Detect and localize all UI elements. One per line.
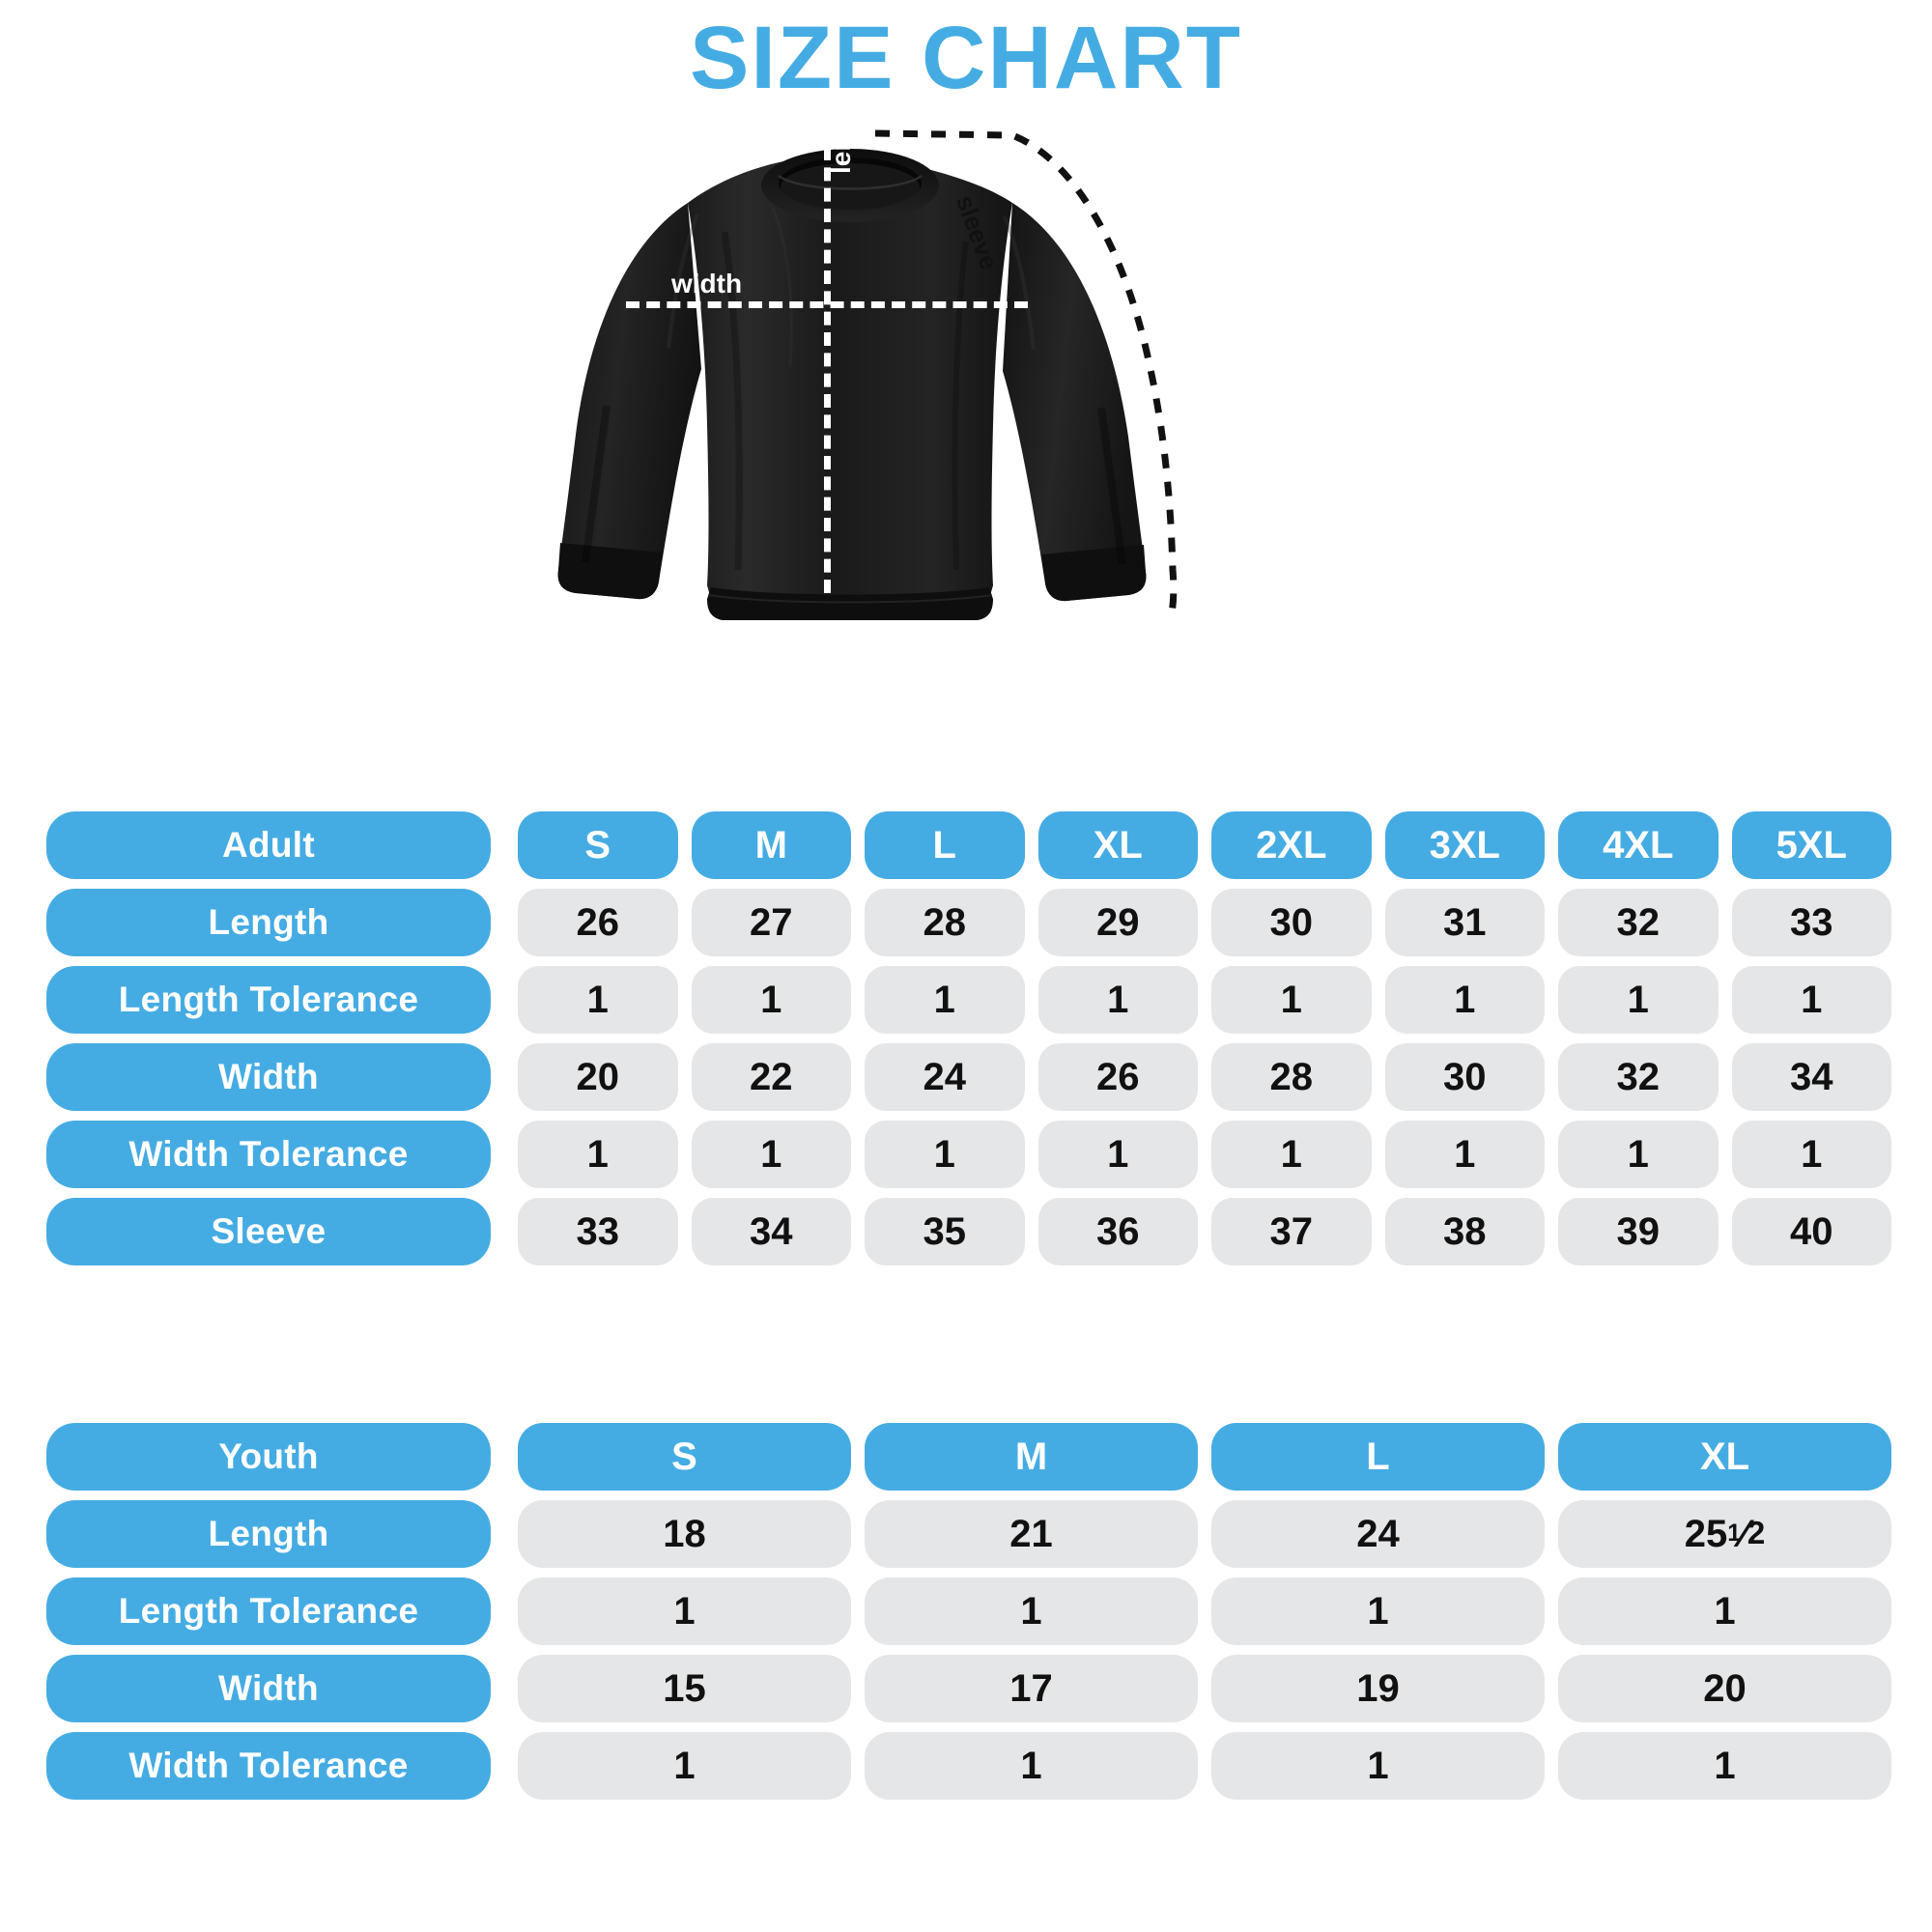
value-cell: 28 [865,889,1025,956]
length-measurement-label: length [826,93,856,174]
column-header-xl: XL [1037,811,1198,879]
value-cell: 24 [1211,1500,1545,1568]
sweatshirt-image [557,129,1178,620]
row-label-width-tolerance: Width Tolerance [46,1732,491,1800]
row-label-length: Length [46,889,491,956]
value-cell: 26 [518,889,678,956]
width-measurement-label: width [671,269,743,298]
value-cell: 32 [1558,889,1719,956]
table-row: Length Tolerance 1 1 1 1 [46,1577,1891,1645]
table-row: Width Tolerance 1 1 1 1 1 1 1 1 [46,1121,1891,1188]
column-header-5xl: 5XL [1731,811,1891,879]
value-cell: 1 [865,1732,1198,1800]
value-cell: 31 [1384,889,1545,956]
table-row: Width 15 17 19 20 [46,1655,1891,1722]
value-cell: 1 [1558,966,1719,1034]
adult-table-title: Adult [46,811,491,879]
column-header-3xl: 3XL [1384,811,1545,879]
value-cell: 30 [1384,1043,1545,1111]
table-row: Sleeve 33 34 35 36 37 38 39 40 [46,1198,1891,1265]
adult-size-table: Adult S M L XL 2XL 3XL 4XL 5XL Length 26 27 28 29 30 31… [46,811,1891,1275]
length-guide-line [824,147,831,593]
value-cell: 1 [1211,1732,1545,1800]
value-cell: 25 1 ⁄ 2 [1558,1500,1891,1568]
table-row: Length Tolerance 1 1 1 1 1 1 1 1 [46,966,1891,1034]
table-row: Width Tolerance 1 1 1 1 [46,1732,1891,1800]
value-cell: 35 [865,1198,1025,1265]
row-label-length-tolerance: Length Tolerance [46,966,491,1034]
table-row: Length 18 21 24 25 1 ⁄ 2 [46,1500,1891,1568]
value-cell: 1 [1211,1121,1372,1188]
value-cell: 26 [1037,1043,1198,1111]
table-row: Width 20 22 24 26 28 30 32 34 [46,1043,1891,1111]
value-cell: 1 [1211,1577,1545,1645]
column-header-xl: XL [1558,1423,1891,1491]
value-cell: 1 [1731,1121,1891,1188]
value-cell: 33 [518,1198,678,1265]
row-label-length: Length [46,1500,491,1568]
row-label-width: Width [46,1655,491,1722]
column-header-l: L [865,811,1025,879]
value-cell: 29 [1037,889,1198,956]
value-cell: 30 [1211,889,1372,956]
value-cell: 1 [691,966,851,1034]
value-cell: 1 [1558,1121,1719,1188]
value-cell: 1 [518,1732,851,1800]
value-cell: 37 [1211,1198,1372,1265]
value-cell: 1 [518,966,678,1034]
garment-illustration: width length sleeve [483,93,1449,792]
value-cell: 1 [518,1121,678,1188]
value-cell: 1 [865,966,1025,1034]
youth-table-title: Youth [46,1423,491,1491]
value-cell: 34 [1731,1043,1891,1111]
value-cell: 1 [1211,966,1372,1034]
value-cell: 40 [1731,1198,1891,1265]
column-header-m: M [865,1423,1198,1491]
column-header-2xl: 2XL [1211,811,1372,879]
value-cell: 17 [865,1655,1198,1722]
table-header-row: Youth S M L XL [46,1423,1891,1491]
value-cell: 39 [1558,1198,1719,1265]
value-cell: 36 [1037,1198,1198,1265]
value-cell: 15 [518,1655,851,1722]
value-cell: 1 [865,1121,1025,1188]
value-cell: 1 [1384,966,1545,1034]
column-header-4xl: 4XL [1558,811,1719,879]
row-label-width: Width [46,1043,491,1111]
page-title: SIZE CHART [690,9,1242,107]
table-row: Length 26 27 28 29 30 31 32 33 [46,889,1891,956]
value-cell: 1 [518,1577,851,1645]
value-cell: 1 [1558,1732,1891,1800]
value-cell: 38 [1384,1198,1545,1265]
value-cell: 19 [1211,1655,1545,1722]
value-cell: 1 [865,1577,1198,1645]
value-cell: 27 [691,889,851,956]
value-cell: 1 [1558,1577,1891,1645]
value-cell: 33 [1731,889,1891,956]
column-header-s: S [518,811,678,879]
value-cell: 24 [865,1043,1025,1111]
column-header-l: L [1211,1423,1545,1491]
row-label-length-tolerance: Length Tolerance [46,1577,491,1645]
value-cell: 1 [1037,1121,1198,1188]
value-cell: 18 [518,1500,851,1568]
value-cell: 1 [1037,966,1198,1034]
value-cell: 32 [1558,1043,1719,1111]
value-cell: 22 [691,1043,851,1111]
value-cell: 20 [1558,1655,1891,1722]
row-label-sleeve: Sleeve [46,1198,491,1265]
column-header-s: S [518,1423,851,1491]
value-cell: 1 [1384,1121,1545,1188]
column-header-m: M [691,811,851,879]
value-cell: 21 [865,1500,1198,1568]
value-cell: 20 [518,1043,678,1111]
value-cell: 34 [691,1198,851,1265]
value-cell: 1 [1731,966,1891,1034]
value-cell: 28 [1211,1043,1372,1111]
row-label-width-tolerance: Width Tolerance [46,1121,491,1188]
table-header-row: Adult S M L XL 2XL 3XL 4XL 5XL [46,811,1891,879]
youth-size-table: Youth S M L XL Length 18 21 24 25 1 ⁄ 2 Length Tolera… [46,1423,1891,1809]
value-cell: 1 [691,1121,851,1188]
